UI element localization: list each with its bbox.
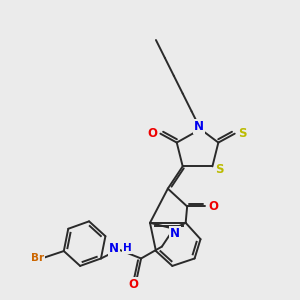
Text: S: S [216,163,224,176]
Text: O: O [147,127,157,140]
Text: Br: Br [32,254,44,263]
Text: O: O [128,278,138,291]
Text: O: O [208,200,218,213]
Text: H: H [123,243,131,253]
Text: N: N [170,227,180,240]
Text: N: N [109,242,119,255]
Text: S: S [238,127,246,140]
Text: N: N [194,120,204,133]
